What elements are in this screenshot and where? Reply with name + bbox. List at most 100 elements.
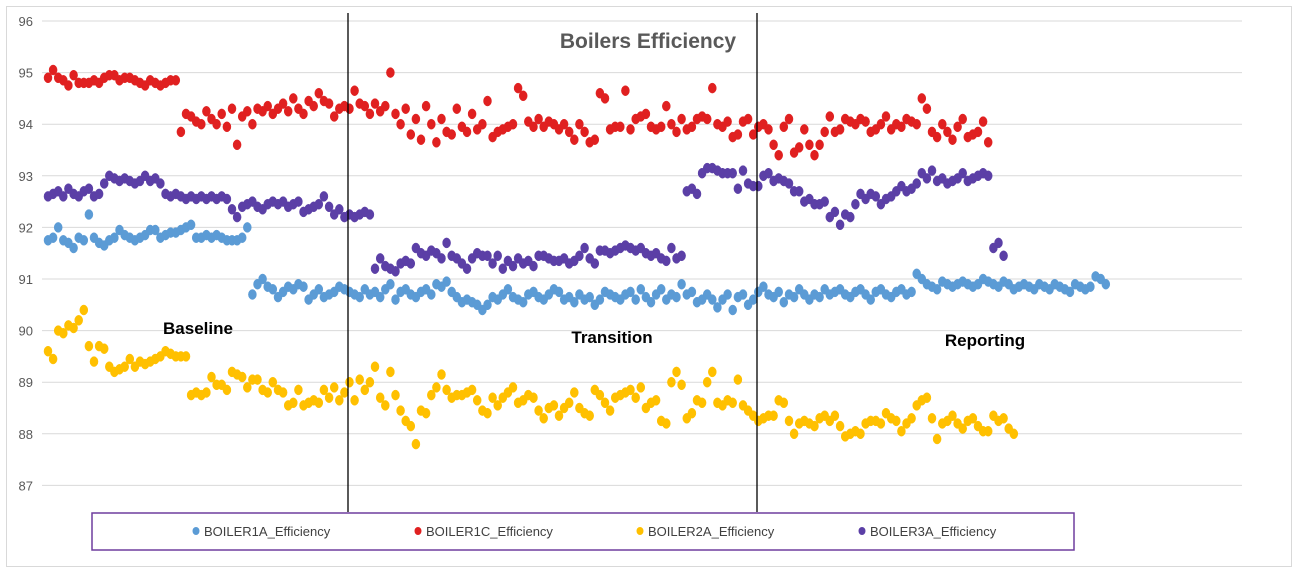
data-point (554, 286, 564, 298)
data-point (345, 376, 354, 388)
data-point (626, 124, 635, 135)
data-point (69, 242, 78, 254)
data-point (48, 353, 58, 365)
data-point (258, 273, 267, 285)
data-point (922, 103, 932, 114)
data-point (472, 395, 482, 406)
data-point (927, 165, 937, 176)
data-point (738, 165, 748, 176)
data-point (1101, 278, 1111, 290)
data-point (789, 291, 799, 303)
data-point (462, 126, 472, 138)
data-point (518, 90, 528, 102)
y-tick-label: 89 (19, 375, 33, 390)
data-point (314, 397, 324, 409)
data-point (493, 400, 502, 411)
data-point (386, 67, 395, 78)
data-point (1065, 286, 1075, 298)
data-point (641, 108, 651, 120)
data-point (636, 284, 646, 295)
data-point (432, 382, 441, 393)
data-point (263, 387, 272, 398)
data-point (958, 113, 967, 125)
data-point (365, 209, 375, 220)
data-point (299, 108, 308, 120)
data-point (600, 397, 610, 409)
data-point (784, 415, 794, 427)
data-point (968, 413, 978, 424)
data-point (835, 124, 845, 135)
data-point (815, 139, 824, 151)
data-point (835, 420, 845, 432)
data-point (513, 82, 523, 94)
data-point (329, 111, 339, 122)
data-point (227, 204, 237, 215)
data-point (564, 397, 574, 409)
data-point (202, 387, 211, 398)
data-point (263, 100, 272, 112)
data-point (411, 438, 421, 450)
y-tick-label: 87 (19, 478, 33, 493)
data-point (948, 410, 957, 421)
data-point (662, 255, 671, 267)
data-point (769, 139, 778, 151)
y-tick-label: 92 (19, 220, 33, 235)
data-point (248, 118, 257, 130)
data-point (319, 191, 329, 202)
data-point (508, 118, 518, 130)
data-point (774, 286, 783, 298)
data-point (222, 193, 232, 205)
data-point (243, 106, 252, 117)
data-point (912, 178, 921, 189)
data-point (626, 384, 635, 396)
data-point (447, 129, 456, 140)
data-point (800, 124, 809, 135)
data-point (365, 108, 375, 120)
data-point (733, 183, 743, 194)
data-point (110, 232, 119, 243)
data-point (478, 118, 487, 130)
data-point (728, 397, 737, 409)
data-point (483, 299, 492, 311)
data-point (386, 366, 395, 378)
data-point (708, 366, 717, 378)
data-point (381, 100, 390, 112)
data-point (370, 361, 380, 372)
legend-marker (192, 527, 200, 535)
data-point (202, 106, 211, 117)
data-point (580, 242, 589, 254)
data-point (861, 116, 870, 127)
data-point (708, 82, 717, 94)
data-point (186, 219, 196, 231)
data-point (350, 395, 359, 406)
data-point (483, 95, 492, 107)
data-point (309, 100, 318, 112)
data-point (345, 103, 354, 114)
data-point (595, 389, 605, 401)
y-axis-ticks: 87 88 89 90 91 92 93 94 95 96 (19, 14, 33, 493)
data-point (125, 353, 135, 365)
data-point (570, 296, 579, 308)
data-point (697, 397, 707, 409)
data-point (651, 395, 661, 406)
data-point (667, 376, 676, 388)
data-point (702, 113, 712, 125)
data-point (222, 121, 232, 133)
data-point (493, 250, 502, 262)
data-point (217, 108, 226, 120)
data-point (508, 382, 518, 393)
data-point (156, 178, 165, 189)
data-point (687, 286, 697, 298)
data-point (564, 126, 574, 138)
y-tick-label: 93 (19, 169, 33, 184)
data-point (631, 294, 640, 305)
data-point (994, 237, 1003, 249)
data-point (774, 149, 783, 161)
data-point (539, 413, 548, 424)
data-point (585, 410, 594, 421)
data-point (289, 397, 298, 409)
data-point (529, 392, 538, 403)
data-point (575, 250, 584, 262)
data-point (278, 387, 288, 398)
gridlines (42, 20, 1242, 486)
